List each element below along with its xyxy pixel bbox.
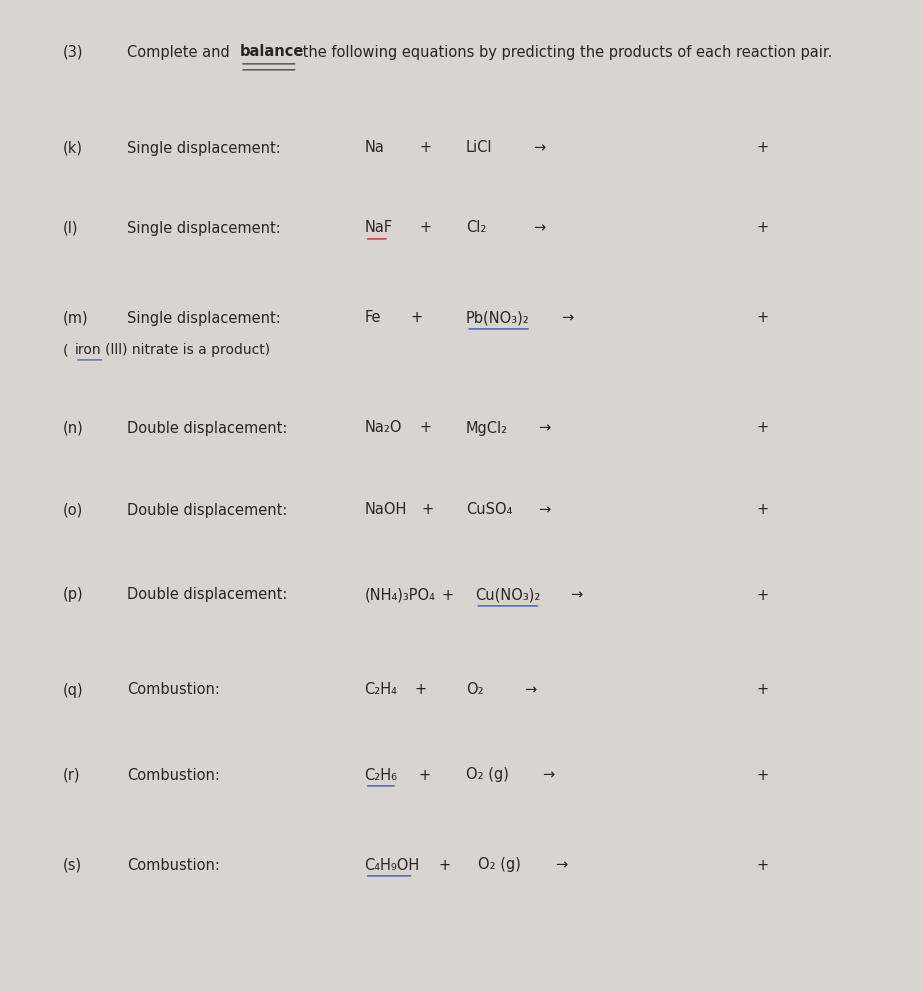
Text: C₂H₆: C₂H₆ bbox=[365, 768, 398, 783]
Text: →: → bbox=[542, 768, 554, 783]
Text: (k): (k) bbox=[63, 141, 83, 156]
Text: (p): (p) bbox=[63, 587, 83, 602]
Text: LiCl: LiCl bbox=[466, 141, 493, 156]
Text: Combustion:: Combustion: bbox=[127, 857, 221, 873]
Text: +: + bbox=[420, 220, 432, 235]
Text: +: + bbox=[418, 768, 430, 783]
Text: NaOH: NaOH bbox=[365, 503, 407, 518]
Text: (o): (o) bbox=[63, 503, 83, 518]
Text: C₄H₉OH: C₄H₉OH bbox=[365, 857, 420, 873]
Text: Combustion:: Combustion: bbox=[127, 682, 221, 697]
Text: +: + bbox=[438, 857, 450, 873]
Text: (s): (s) bbox=[63, 857, 82, 873]
Text: →: → bbox=[555, 857, 567, 873]
Text: Na₂O: Na₂O bbox=[365, 421, 402, 435]
Text: Cu(NO₃)₂: Cu(NO₃)₂ bbox=[475, 587, 541, 602]
Text: →: → bbox=[533, 220, 545, 235]
Text: +: + bbox=[757, 768, 769, 783]
Text: Cl₂: Cl₂ bbox=[466, 220, 486, 235]
Text: +: + bbox=[757, 220, 769, 235]
Text: +: + bbox=[757, 503, 769, 518]
Text: MgCl₂: MgCl₂ bbox=[466, 421, 509, 435]
Text: →: → bbox=[561, 310, 573, 325]
Text: (lll) nitrate is a product): (lll) nitrate is a product) bbox=[105, 343, 270, 357]
Text: CuSO₄: CuSO₄ bbox=[466, 503, 512, 518]
Text: Single displacement:: Single displacement: bbox=[127, 141, 282, 156]
Text: →: → bbox=[533, 141, 545, 156]
Text: (n): (n) bbox=[63, 421, 83, 435]
Text: +: + bbox=[411, 310, 423, 325]
Text: (l): (l) bbox=[63, 220, 78, 235]
Text: Combustion:: Combustion: bbox=[127, 768, 221, 783]
Text: +: + bbox=[441, 587, 453, 602]
Text: Na: Na bbox=[365, 141, 385, 156]
Text: C₂H₄: C₂H₄ bbox=[365, 682, 398, 697]
Text: +: + bbox=[420, 141, 432, 156]
Text: Complete and: Complete and bbox=[127, 45, 234, 60]
Text: (q): (q) bbox=[63, 682, 83, 697]
Text: Single displacement:: Single displacement: bbox=[127, 310, 282, 325]
Text: O₂ (g): O₂ (g) bbox=[466, 768, 509, 783]
Text: Double displacement:: Double displacement: bbox=[127, 503, 288, 518]
Text: Double displacement:: Double displacement: bbox=[127, 421, 288, 435]
Text: O₂: O₂ bbox=[466, 682, 484, 697]
Text: iron: iron bbox=[75, 343, 102, 357]
Text: →: → bbox=[538, 421, 550, 435]
Text: NaF: NaF bbox=[365, 220, 392, 235]
Text: +: + bbox=[757, 310, 769, 325]
Text: (3): (3) bbox=[63, 45, 83, 60]
Text: +: + bbox=[414, 682, 426, 697]
Text: +: + bbox=[757, 141, 769, 156]
Text: balance: balance bbox=[240, 45, 305, 60]
Text: (m): (m) bbox=[63, 310, 89, 325]
Text: (r): (r) bbox=[63, 768, 80, 783]
Text: +: + bbox=[757, 682, 769, 697]
Text: +: + bbox=[757, 587, 769, 602]
Text: Pb(NO₃)₂: Pb(NO₃)₂ bbox=[466, 310, 530, 325]
Text: Double displacement:: Double displacement: bbox=[127, 587, 288, 602]
Text: Single displacement:: Single displacement: bbox=[127, 220, 282, 235]
Text: +: + bbox=[422, 503, 434, 518]
Text: the following equations by predicting the products of each reaction pair.: the following equations by predicting th… bbox=[298, 45, 833, 60]
Text: (NH₄)₃PO₄: (NH₄)₃PO₄ bbox=[365, 587, 436, 602]
Text: →: → bbox=[570, 587, 582, 602]
Text: O₂ (g): O₂ (g) bbox=[478, 857, 521, 873]
Text: +: + bbox=[757, 421, 769, 435]
Text: +: + bbox=[420, 421, 432, 435]
Text: Fe: Fe bbox=[365, 310, 381, 325]
Text: +: + bbox=[757, 857, 769, 873]
Text: →: → bbox=[524, 682, 536, 697]
Text: (: ( bbox=[63, 343, 68, 357]
Text: →: → bbox=[538, 503, 550, 518]
